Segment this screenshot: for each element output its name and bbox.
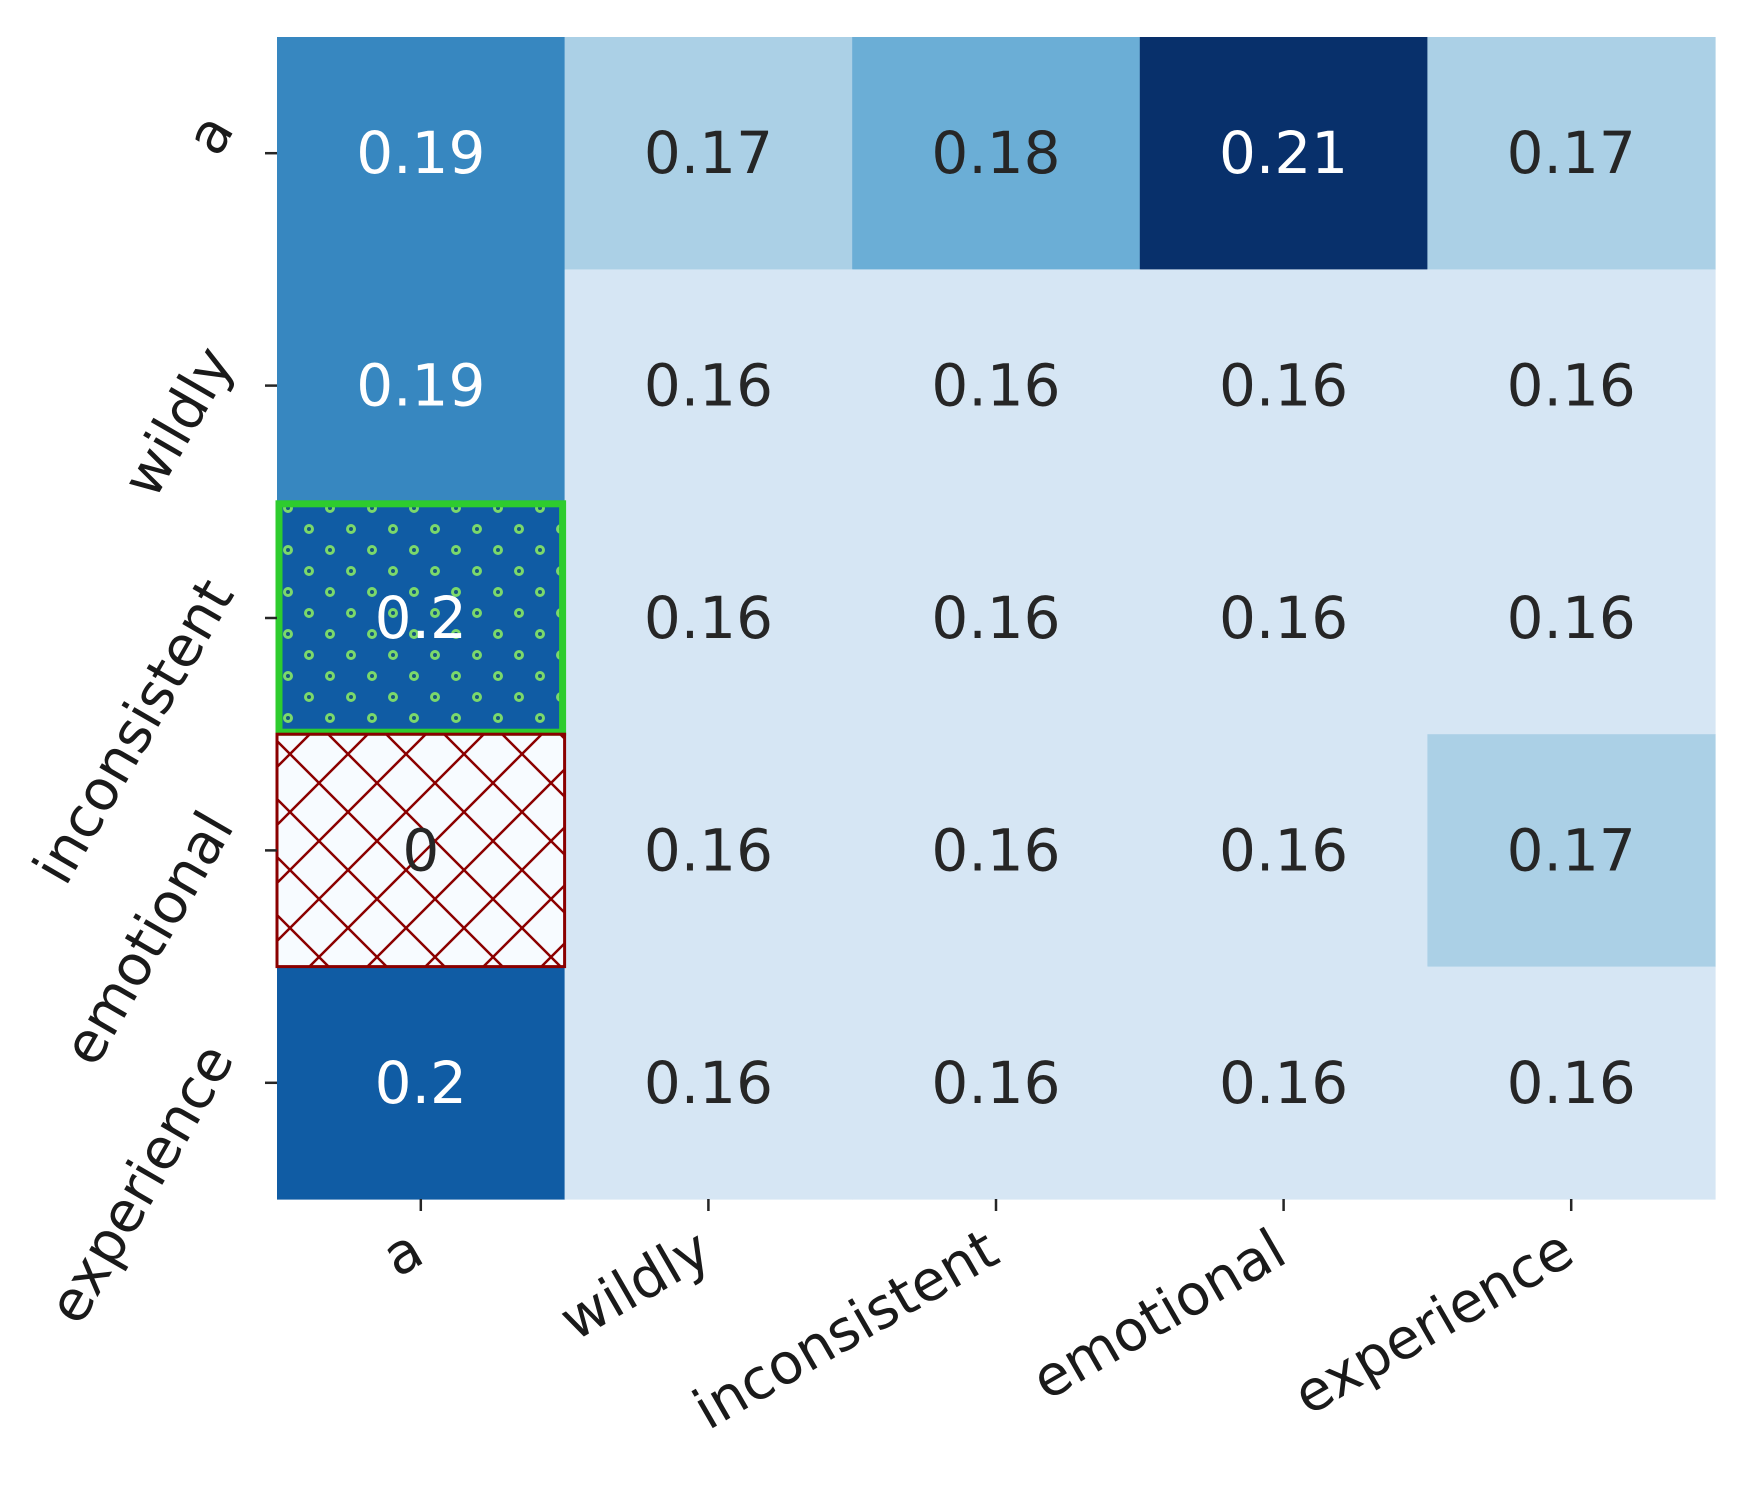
y-tick-label: experience: [36, 1033, 247, 1334]
heatmap-cell-r3-c2: [852, 734, 1141, 968]
cell-value-r2-c0: 0.2: [375, 584, 467, 652]
heatmap-cells: [277, 37, 1716, 1200]
x-tick-label: a: [372, 1217, 434, 1290]
heatmap-cell-r4-c2: [852, 966, 1141, 1200]
highlighted-cell-border: [275, 500, 567, 736]
heatmap-cell-r4-c1: [564, 966, 853, 1200]
heatmap-cell-r1-c1: [564, 269, 853, 503]
cell-value-r2-c1: 0.16: [644, 584, 773, 652]
cell-value-r4-c3: 0.16: [1219, 1049, 1348, 1117]
heatmap-cell-r3-c3: [1139, 734, 1428, 968]
heatmap-cell-r4-c0: [277, 966, 566, 1200]
heatmap-cell-r1-c2: [852, 269, 1141, 503]
cell-value-r0-c1: 0.17: [644, 119, 773, 187]
y-tick-label: a: [174, 104, 247, 166]
heatmap-cell-r2-c3: [1139, 501, 1428, 735]
cell-value-r3-c3: 0.16: [1219, 816, 1348, 884]
cell-value-r1-c2: 0.16: [931, 352, 1060, 420]
heatmap-cell-r0-c2: [852, 37, 1141, 270]
heatmap-cell-r0-c0: [277, 37, 566, 270]
cell-value-labels: 0.19 0.17 0.18 0.21 0.17 0.19 0.16 0.16 0.16 0.16…: [356, 119, 1636, 1117]
cell-value-r1-c3: 0.16: [1219, 352, 1348, 420]
cell-value-r4-c1: 0.16: [644, 1049, 773, 1117]
x-tick-label: inconsistent: [683, 1217, 1009, 1443]
cell-value-r0-c4: 0.17: [1507, 119, 1636, 187]
cell-value-r2-c4: 0.16: [1507, 584, 1636, 652]
cell-value-r2-c3: 0.16: [1219, 584, 1348, 652]
cell-value-r0-c3: 0.21: [1219, 119, 1348, 187]
cell-value-r1-c4: 0.16: [1507, 352, 1636, 420]
cell-value-r0-c0: 0.19: [356, 119, 485, 187]
heatmap-cell-r3-c4: [1427, 734, 1716, 968]
x-tick-label: emotional: [1021, 1217, 1296, 1414]
heatmap-cell-r2-c4: [1427, 501, 1716, 735]
heatmap-cell-r1-c4: [1427, 269, 1716, 503]
heatmap-cell-r2-c1: [564, 501, 853, 735]
cell-value-r3-c2: 0.16: [931, 816, 1060, 884]
cell-value-r4-c0: 0.2: [375, 1049, 467, 1117]
y-tick-label: wildly: [110, 336, 247, 508]
cell-value-r3-c1: 0.16: [644, 816, 773, 884]
heatmap-cell-r0-c3: [1139, 37, 1428, 270]
heatmap-cell-r4-c3: [1139, 966, 1428, 1200]
cell-value-r4-c2: 0.16: [931, 1049, 1060, 1117]
cell-value-r2-c2: 0.16: [931, 584, 1060, 652]
masked-cell-hatch: [275, 732, 567, 969]
cell-value-r3-c0: 0: [402, 816, 439, 884]
x-tick-label: wildly: [549, 1217, 721, 1354]
cell-value-r1-c0: 0.19: [356, 352, 485, 420]
cell-value-r0-c2: 0.18: [931, 119, 1060, 187]
cell-value-r1-c1: 0.16: [644, 352, 773, 420]
highlighted-cell-dots: [281, 505, 561, 731]
heatmap-cell-r0-c4: [1427, 37, 1716, 270]
cell-value-r3-c4: 0.17: [1507, 816, 1636, 884]
cell-value-r4-c4: 0.16: [1507, 1049, 1636, 1117]
heatmap-cell-r0-c1: [564, 37, 853, 270]
heatmap-cell-r2-c2: [852, 501, 1141, 735]
highlight-overlays: [275, 500, 567, 969]
heatmap-cell-r1-c0: [277, 269, 566, 503]
heatmap-cell-r1-c3: [1139, 269, 1428, 503]
heatmap-cell-r4-c4: [1427, 966, 1716, 1200]
x-tick-label: experience: [1283, 1217, 1584, 1428]
heatmap-cell-r3-c1: [564, 734, 853, 968]
